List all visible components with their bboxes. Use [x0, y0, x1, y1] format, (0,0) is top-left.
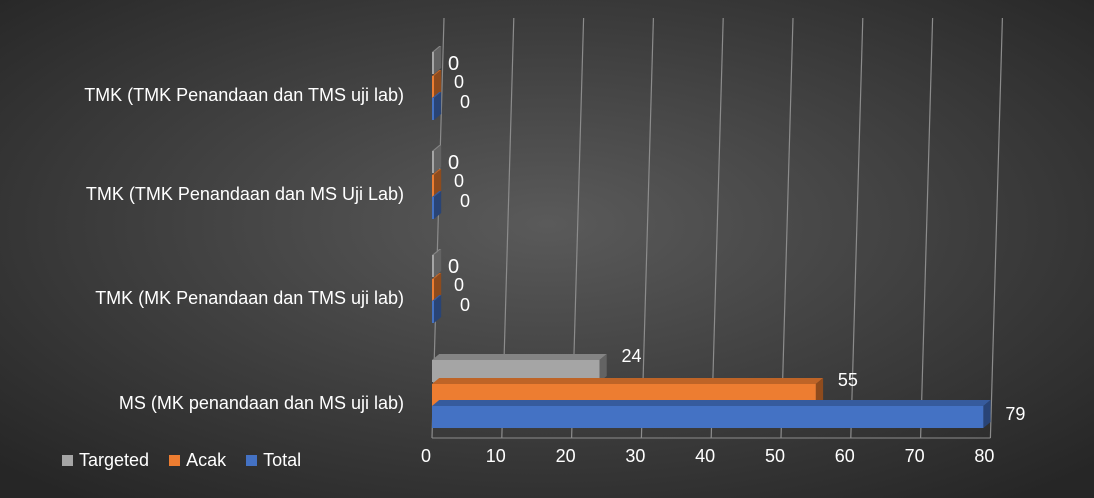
data-label-targeted-0: 24 [622, 346, 642, 366]
bar-targeted-0 [432, 360, 600, 382]
y-category-label: TMK (MK Penandaan dan TMS uji lab) [95, 288, 404, 308]
data-label-targeted-2: 0 [448, 152, 459, 174]
x-tick-label: 20 [556, 446, 576, 466]
data-label-total-0: 79 [1005, 404, 1025, 424]
data-label-targeted-3: 0 [448, 53, 459, 75]
bar-top-total-3 [432, 92, 442, 98]
data-label-acak-0: 55 [838, 370, 858, 390]
bar-top-acak-2 [432, 169, 442, 175]
data-label-total-2: 0 [460, 191, 470, 211]
labels: 0 10 20 30 40 50 60 70 80 MS (MK penandaan dan MS… [84, 53, 1025, 466]
bar-top-targeted-1 [432, 249, 442, 255]
bar-total-2 [432, 197, 434, 219]
legend-label-total: Total [263, 450, 302, 470]
legend: Targeted Acak Total [62, 450, 301, 471]
data-label-total-3: 0 [460, 92, 470, 112]
bar-side-total-3 [434, 92, 442, 120]
data-label-total-1: 0 [460, 295, 470, 315]
x-tick-label: 0 [421, 446, 431, 466]
gridline-5 [780, 17, 794, 439]
gridline-4 [710, 17, 724, 439]
bar-acak-2 [432, 175, 434, 197]
bar-targeted-3 [432, 52, 434, 74]
bar-total-0 [432, 406, 984, 428]
gridline-8 [989, 17, 1003, 439]
bar-top-acak-3 [432, 70, 442, 76]
bars [432, 46, 991, 428]
x-tick-label: 70 [905, 446, 925, 466]
y-category-label: MS (MK penandaan dan MS uji lab) [119, 393, 404, 413]
x-tick-label: 10 [486, 446, 506, 466]
bar-total-1 [432, 301, 434, 323]
gridline-7 [920, 17, 934, 439]
data-label-acak-1: 0 [454, 275, 464, 295]
gridline-6 [850, 17, 864, 439]
gridline-3 [640, 17, 654, 439]
bar-total-3 [432, 98, 434, 120]
bar-top-total-0 [432, 400, 991, 406]
x-tick-label: 80 [974, 446, 994, 466]
legend-label-acak: Acak [186, 450, 227, 470]
gridlines [431, 17, 1003, 439]
y-category-label: TMK (TMK Penandaan dan TMS uji lab) [84, 85, 404, 105]
bar-acak-3 [432, 76, 434, 98]
bar-top-acak-0 [432, 378, 824, 384]
bar-top-targeted-2 [432, 145, 442, 151]
legend-swatch-targeted [62, 455, 73, 466]
legend-item-total: Total [246, 450, 301, 471]
bar-side-targeted-3 [434, 46, 442, 74]
x-tick-label: 60 [835, 446, 855, 466]
legend-swatch-total [246, 455, 258, 466]
y-category-label: TMK (TMK Penandaan dan MS Uji Lab) [86, 184, 404, 204]
data-label-acak-2: 0 [454, 171, 464, 191]
bar-top-targeted-3 [432, 46, 442, 52]
bar-side-acak-0 [815, 378, 824, 406]
bar-side-acak-2 [434, 169, 442, 197]
bar-top-acak-1 [432, 273, 442, 279]
bar-side-acak-3 [434, 70, 442, 98]
bar-side-acak-1 [434, 273, 442, 301]
bar-targeted-2 [432, 151, 434, 173]
legend-item-acak: Acak [169, 450, 226, 471]
bar-side-total-2 [434, 191, 442, 219]
bar-top-targeted-0 [432, 354, 607, 360]
legend-item-targeted: Targeted [62, 450, 149, 471]
bar-side-total-1 [434, 295, 442, 323]
bar-side-targeted-2 [434, 145, 442, 173]
bar-top-total-1 [432, 295, 442, 301]
bar-side-total-0 [983, 400, 991, 428]
bar-side-targeted-0 [599, 354, 607, 382]
legend-label-targeted: Targeted [79, 450, 150, 470]
bar-acak-1 [432, 279, 434, 301]
data-label-targeted-1: 0 [448, 256, 459, 278]
bar-top-total-2 [432, 191, 442, 197]
x-tick-label: 30 [625, 446, 645, 466]
x-tick-label: 50 [765, 446, 785, 466]
x-tick-label: 40 [695, 446, 715, 466]
bar-targeted-1 [432, 255, 434, 277]
legend-swatch-acak [169, 455, 181, 466]
bar-side-targeted-1 [434, 249, 442, 277]
data-label-acak-3: 0 [454, 72, 464, 92]
